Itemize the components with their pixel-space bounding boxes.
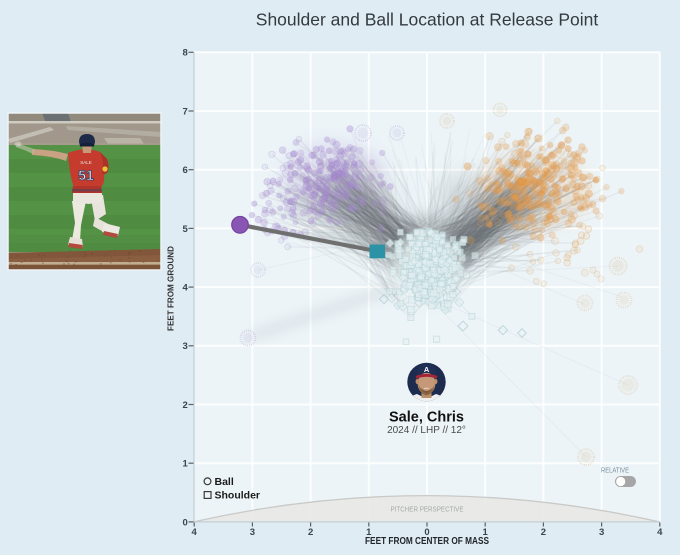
svg-text:Ball: Ball	[215, 476, 234, 488]
svg-text:PITCHER PERSPECTIVE: PITCHER PERSPECTIVE	[391, 507, 464, 514]
svg-text:SALE: SALE	[80, 160, 92, 165]
svg-text:2024 // LHP // 12°: 2024 // LHP // 12°	[387, 425, 466, 436]
svg-text:A: A	[424, 365, 430, 374]
svg-text:5: 5	[183, 224, 189, 235]
svg-text:RELATIVE: RELATIVE	[601, 466, 629, 475]
svg-text:Shoulder and Ball Location at: Shoulder and Ball Location at Release Po…	[256, 10, 599, 30]
svg-text:2: 2	[541, 527, 546, 538]
svg-text:Shoulder: Shoulder	[215, 490, 261, 502]
svg-text:3: 3	[250, 527, 255, 538]
svg-text:6: 6	[183, 165, 188, 176]
svg-text:FEET FROM CENTER OF MASS: FEET FROM CENTER OF MASS	[365, 536, 489, 547]
svg-text:Sale, Chris: Sale, Chris	[389, 410, 464, 426]
svg-text:2: 2	[308, 527, 313, 538]
svg-text:4: 4	[192, 527, 198, 538]
svg-text:1: 1	[183, 459, 189, 470]
svg-text:3: 3	[183, 341, 188, 352]
svg-text:0: 0	[424, 527, 429, 538]
svg-text:1: 1	[366, 527, 372, 538]
svg-text:FEET FROM GROUND: FEET FROM GROUND	[167, 246, 176, 331]
svg-text:7: 7	[183, 106, 188, 117]
svg-text:3: 3	[599, 527, 604, 538]
svg-text:1: 1	[483, 527, 489, 538]
svg-text:51: 51	[78, 167, 94, 183]
svg-text:2: 2	[183, 400, 188, 411]
svg-text:8: 8	[183, 48, 188, 59]
svg-text:4: 4	[657, 527, 663, 538]
svg-text:0: 0	[183, 517, 188, 528]
svg-text:4: 4	[183, 283, 189, 294]
